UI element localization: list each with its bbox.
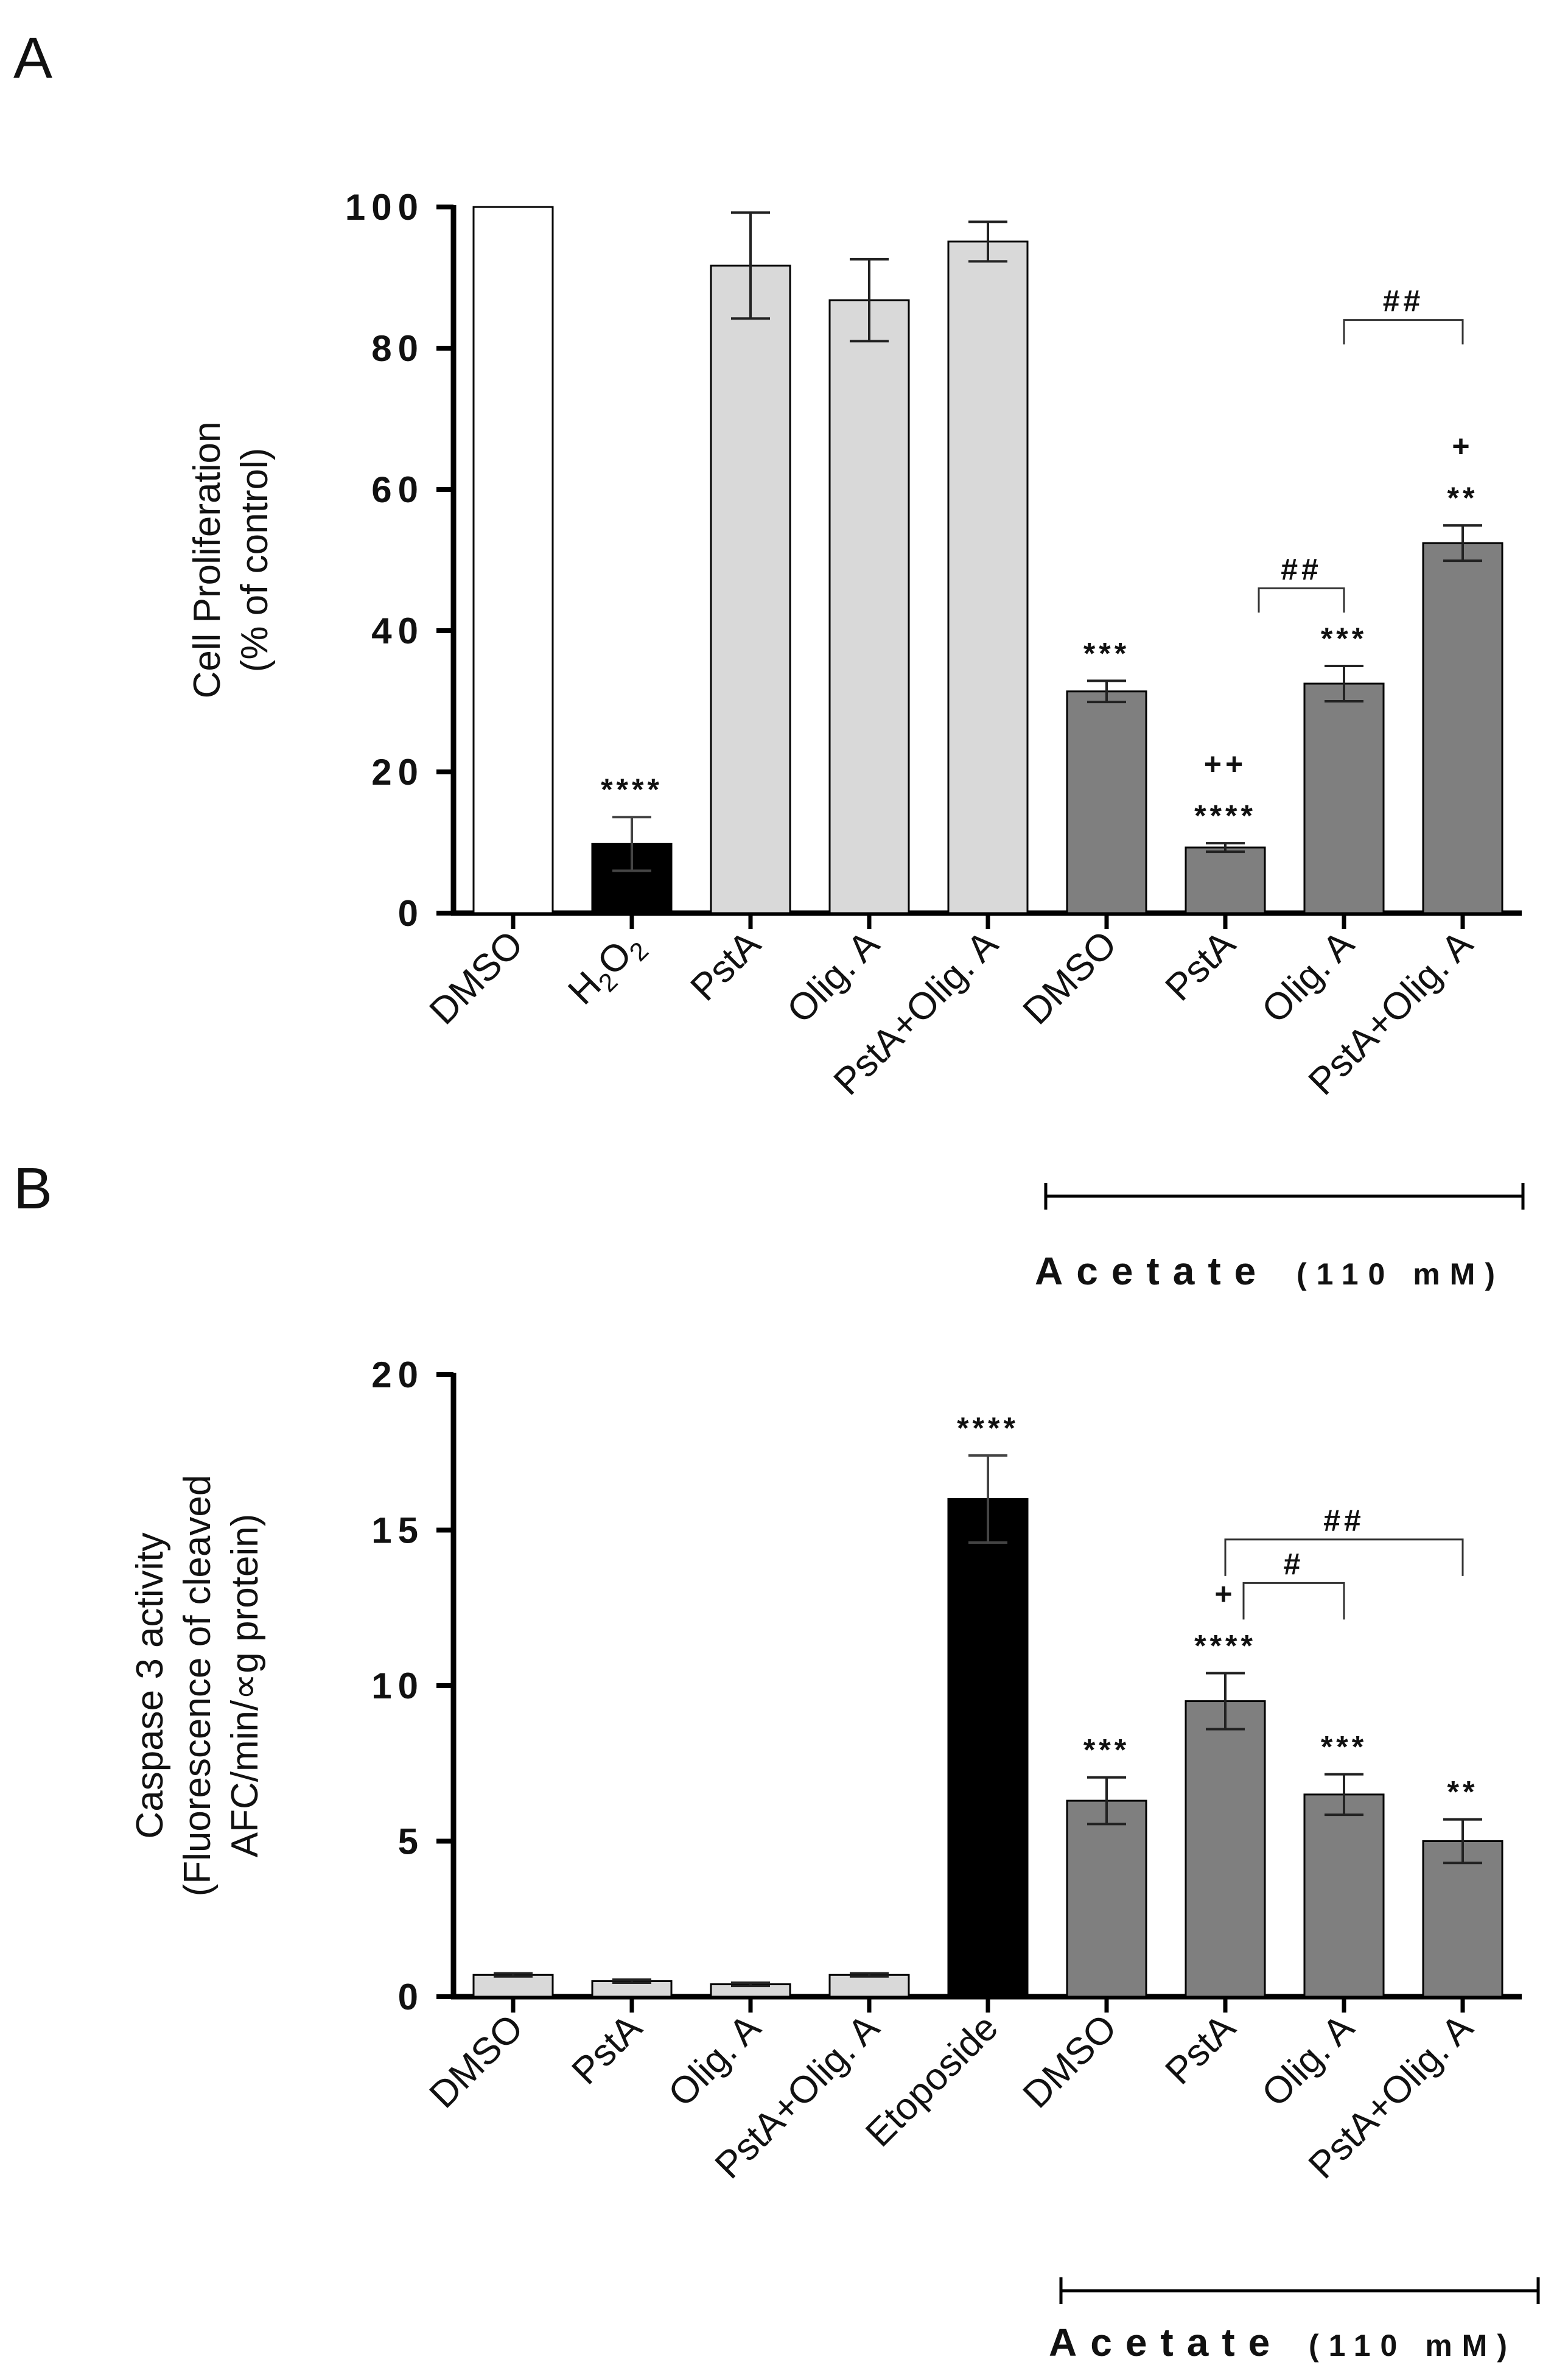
chart-a-comparison-line [1343, 319, 1464, 345]
chart-a-y-tick-label: 0 [398, 893, 424, 934]
chart-a-significance-label: *** [1321, 622, 1367, 656]
chart-b-y-tick-label: 5 [398, 1821, 424, 1862]
chart-a-y-axis-label-line: Cell Proliferation [186, 422, 228, 699]
chart-a-significance-label: **** [601, 773, 663, 807]
chart-a-bar [1303, 682, 1385, 914]
chart-b-bar [1422, 1840, 1503, 1998]
chart-a-category-label: DMSO [1015, 923, 1125, 1032]
chart-b-comparison-line [1224, 1538, 1464, 1576]
chart-b-y-axis-label-line: (Fluorescence of cleaved [177, 1475, 219, 1897]
chart-a-comparison-bracket: ## [1343, 284, 1464, 345]
chart-a-y-tick-label: 20 [371, 752, 424, 793]
chart-b-category-label: PstA [1158, 2006, 1244, 2093]
chart-a-comparison-line [1258, 587, 1345, 613]
chart-b-significance-label: **** [1194, 1629, 1256, 1663]
chart-b-significance-label: *** [1321, 1730, 1367, 1764]
chart-a-category-label: PstA [683, 923, 769, 1009]
chart-b-comparison-label: # [1284, 1547, 1304, 1581]
chart-a-significance-label: ** [1447, 481, 1479, 515]
chart-b-bar [1066, 1799, 1147, 1998]
chart-b-bar [472, 1974, 554, 1998]
chart-a-bar [1422, 542, 1503, 914]
chart-b-comparison-label: ## [1323, 1504, 1365, 1538]
chart-a-y-tick-label: 100 [345, 187, 424, 228]
chart-a-plus-label: ++ [1204, 747, 1247, 781]
chart-b-y-tick-label: 20 [371, 1354, 424, 1395]
chart-b-significance-label: *** [1083, 1733, 1130, 1767]
chart-b-comparison-bracket: ## [1224, 1504, 1464, 1576]
chart-b-y-axis-label-line: Caspase 3 activity [129, 1532, 171, 1838]
chart-b-significance-label: **** [957, 1411, 1019, 1445]
chart-b-comparison-bracket: # [1242, 1547, 1345, 1620]
chart-a-y-tick-label: 60 [371, 469, 424, 510]
chart-b-category-label: Olig. A [1254, 2006, 1362, 2115]
chart-b-bar [1303, 1793, 1385, 1998]
chart-a-category-label: DMSO [422, 923, 531, 1032]
chart-a-group-label: Acetate [1035, 1249, 1269, 1293]
chart-b-bar [947, 1498, 1029, 1998]
chart-a-comparison-label: ## [1281, 552, 1322, 586]
chart-a-significance-label: *** [1083, 636, 1130, 670]
chart-b-group-sublabel: (110 mM) [1309, 2328, 1517, 2363]
chart-b-y-axis-label-line: AFC/min/∝g protein) [224, 1514, 266, 1858]
chart-b-bar [828, 1974, 910, 1998]
chart-a-y-tick-label: 80 [371, 328, 424, 369]
chart-a-bar [710, 264, 791, 914]
chart-a-comparison-label: ## [1383, 284, 1424, 318]
panel-letter-a: A [13, 26, 52, 91]
chart-a-comparison-bracket: ## [1258, 552, 1345, 613]
chart-a-bar [1066, 690, 1147, 914]
chart-a-group-sublabel: (110 mM) [1297, 1257, 1505, 1291]
chart-b-comparison-line [1242, 1582, 1345, 1620]
chart-a-y-axis-label: Cell Proliferation (% of control) [186, 422, 276, 699]
chart-b-y-tick-label: 15 [371, 1510, 424, 1551]
chart-b-category-label: Olig. A [660, 2006, 769, 2115]
chart-b-group-label: Acetate [1049, 2321, 1283, 2364]
chart-b-y-axis-label: Caspase 3 activity (Fluorescence of cleav… [129, 1475, 266, 1897]
chart-b-bar [1185, 1700, 1266, 1998]
chart-b-y-tick-label: 10 [371, 1666, 424, 1706]
chart-a-y-axis-label-line: (% of control) [234, 448, 276, 673]
chart-a: 0 20 40 60 80 100 Cell Proliferation (% of cont… [186, 187, 1525, 1293]
chart-a-category-label: Olig. A [779, 923, 887, 1031]
chart-b: 0 5 10 15 20 Caspase 3 activity (Fluorescence … [129, 1354, 1540, 2364]
chart-a-y-tick-label: 40 [371, 611, 424, 651]
chart-b-category-label: DMSO [1015, 2006, 1125, 2116]
chart-a-bar [828, 299, 910, 914]
chart-a-bar [472, 206, 554, 914]
chart-b-plus-label: + [1214, 1577, 1236, 1611]
chart-a-bar [1185, 846, 1266, 914]
chart-a-category-label: PstA [1158, 923, 1244, 1009]
chart-a-category-label: Olig. A [1254, 923, 1362, 1031]
chart-a-category-label: H2O2 [560, 923, 654, 1017]
chart-b-significance-label: ** [1447, 1775, 1479, 1809]
chart-b-category-label: Etoposide [858, 2006, 1006, 2155]
chart-b-y-tick-label: 0 [398, 1977, 424, 2017]
chart-a-bar [947, 240, 1029, 914]
chart-a-significance-label: **** [1194, 799, 1256, 833]
chart-a-plus-label: + [1452, 429, 1473, 463]
chart-b-category-label: DMSO [422, 2006, 531, 2116]
panel-letter-b: B [13, 1156, 52, 1221]
chart-b-category-label: PstA [564, 2006, 651, 2093]
